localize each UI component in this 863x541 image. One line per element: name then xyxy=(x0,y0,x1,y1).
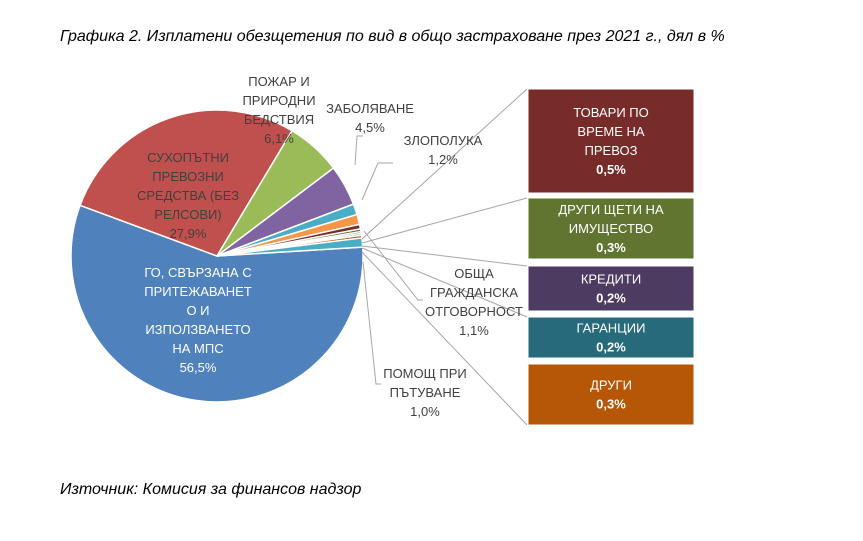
leader-lines xyxy=(354,88,528,426)
data-label-кредити: КРЕДИТИ 0,2% xyxy=(581,272,641,306)
data-label-обща-гражданска-отговорност: ОБЩА ГРАЖДАНСКА ОТГОВОРНОСТ 1,1% xyxy=(425,266,523,338)
pie-slice-го-свързана-с-притежаването-и-използването-на-мпс xyxy=(70,204,364,403)
chart-source: Източник: Комисия за финансов надзор xyxy=(60,481,362,498)
data-label-злополука: ЗЛОПОЛУКА 1,2% xyxy=(404,133,483,167)
label-box-товари-по-време-на-превоз xyxy=(527,88,695,194)
pie-slices xyxy=(70,109,364,403)
leader-line-злополука xyxy=(361,162,393,201)
leader-line-помощ-при-пътуване xyxy=(362,261,381,385)
label-box-други xyxy=(527,363,695,426)
label-boxes xyxy=(527,88,695,426)
label-box-кредити xyxy=(527,265,695,312)
data-label-други-щети-на-имущество: ДРУГИ ЩЕТИ НА ИМУЩЕСТВО 0,3% xyxy=(558,202,664,255)
leader-line-заболяване xyxy=(354,135,363,166)
leader-line-кредити xyxy=(361,245,528,267)
data-label-го-свързана-с-притежаването-и-използването-на-мпс: ГО, СВЪРЗАНА С ПРИТЕЖАВАНЕТ О И ИЗПОЛЗВАНЕТ… xyxy=(144,265,252,375)
data-label-гаранции: ГАРАНЦИИ 0,2% xyxy=(576,321,645,355)
leader-line-гаранции xyxy=(361,247,528,318)
data-label-други: ДРУГИ 0,3% xyxy=(590,378,632,412)
data-labels: ГО, СВЪРЗАНА С ПРИТЕЖАВАНЕТ О И ИЗПОЛЗВАНЕТ… xyxy=(137,74,664,419)
pie-slice-сухопътни-превозни-средства-без-релсови xyxy=(79,109,294,257)
chart-title: Графика 2. Изплатени обезщетения по вид … xyxy=(60,28,725,45)
leader-line-товари-по-време-на-превоз xyxy=(361,88,528,240)
leader-line-други-щети-на-имущество xyxy=(361,197,528,244)
data-label-товари-по-време-на-превоз: ТОВАРИ ПО ВРЕМЕ НА ПРЕВОЗ 0,5% xyxy=(573,105,648,177)
data-label-пожар-и-природни-бедствия: ПОЖАР И ПРИРОДНИ БЕДСТВИЯ 6,1% xyxy=(242,74,315,146)
data-label-помощ-при-пътуване: ПОМОЩ ПРИ ПЪТУВАНЕ 1,0% xyxy=(383,366,467,419)
leader-line-обща-гражданска-отговорност xyxy=(363,230,423,301)
leader-line-други xyxy=(361,251,528,426)
label-box-гаранции xyxy=(527,316,695,359)
data-label-сухопътни-превозни-средства-без-релсови: СУХОПЪТНИ ПРЕВОЗНИ СРЕДСТВА (БЕЗ РЕЛСОВИ) 27… xyxy=(137,150,239,241)
label-box-други-щети-на-имущество xyxy=(527,197,695,260)
data-label-заболяване: ЗАБОЛЯВАНЕ 4,5% xyxy=(326,101,414,135)
